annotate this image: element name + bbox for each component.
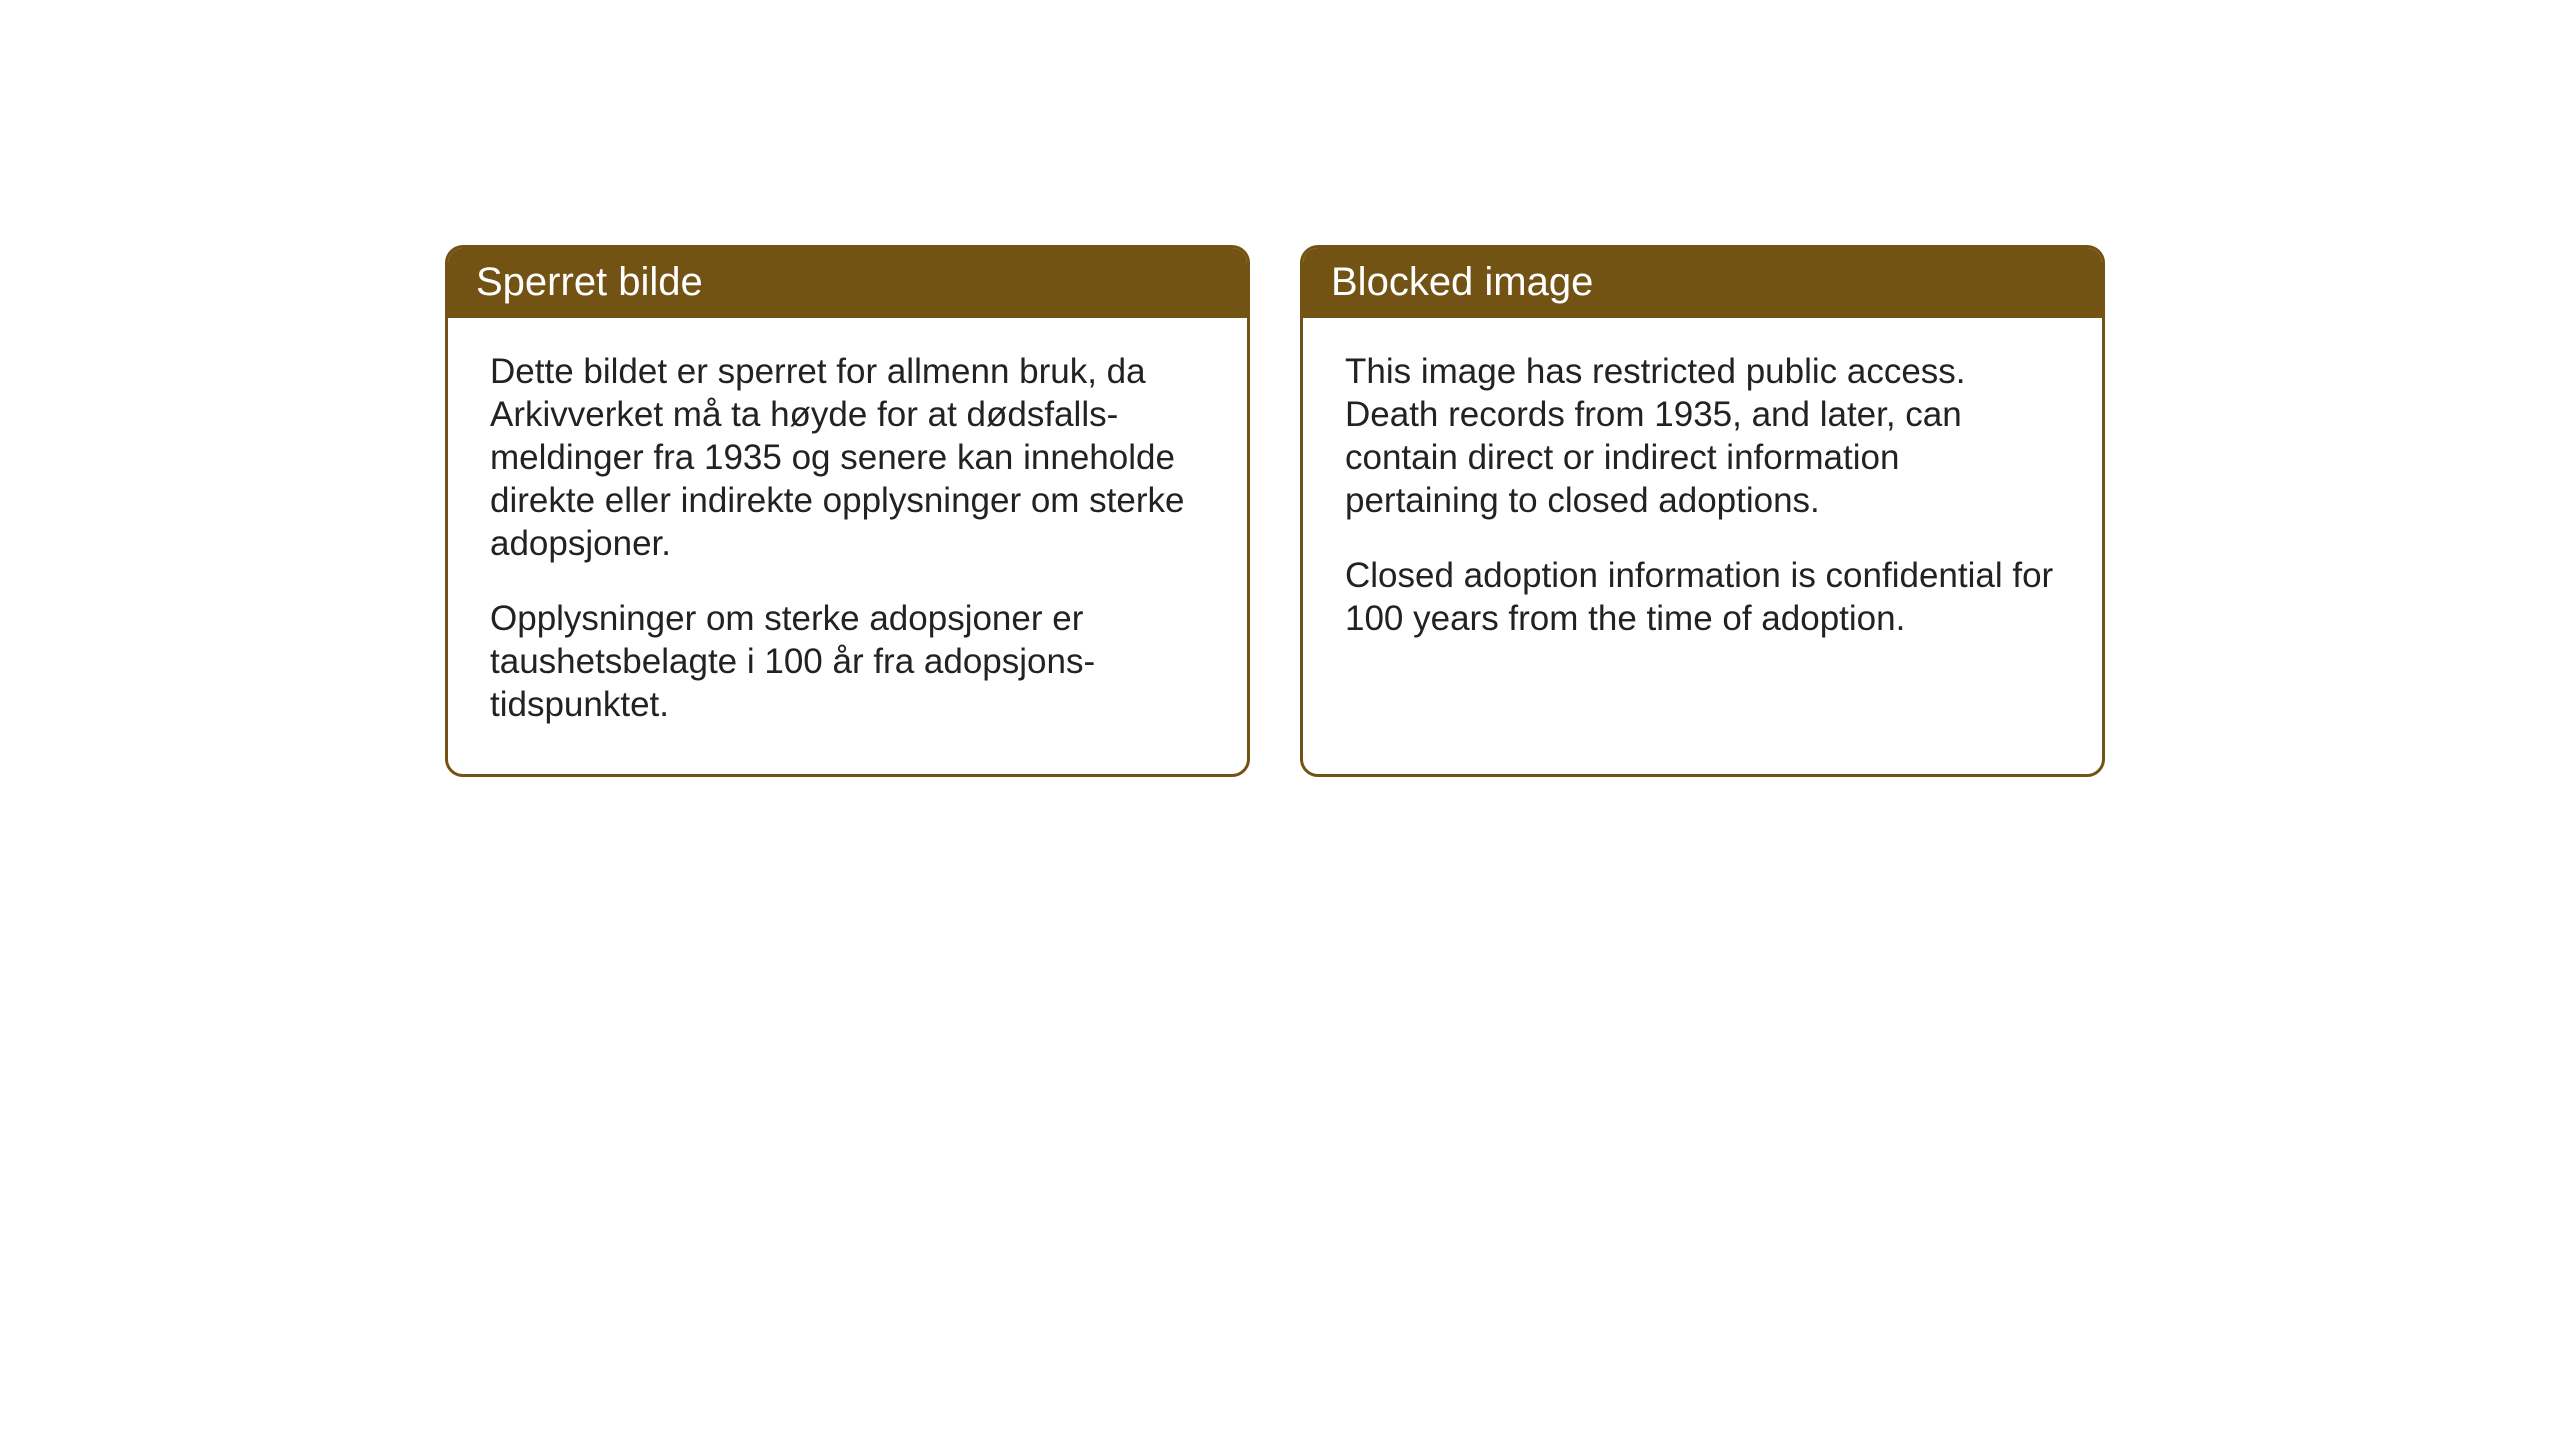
notice-card-norwegian: Sperret bilde Dette bildet er sperret fo…	[445, 245, 1250, 777]
card-paragraph: Dette bildet er sperret for allmenn bruk…	[490, 350, 1205, 565]
card-paragraph: Opplysninger om sterke adopsjoner er tau…	[490, 597, 1205, 726]
card-paragraph: This image has restricted public access.…	[1345, 350, 2060, 522]
card-body: Dette bildet er sperret for allmenn bruk…	[448, 318, 1247, 774]
notice-card-english: Blocked image This image has restricted …	[1300, 245, 2105, 777]
card-body: This image has restricted public access.…	[1303, 318, 2102, 763]
card-title: Blocked image	[1303, 248, 2102, 318]
card-paragraph: Closed adoption information is confident…	[1345, 554, 2060, 640]
notice-cards-container: Sperret bilde Dette bildet er sperret fo…	[445, 245, 2105, 777]
card-title: Sperret bilde	[448, 248, 1247, 318]
